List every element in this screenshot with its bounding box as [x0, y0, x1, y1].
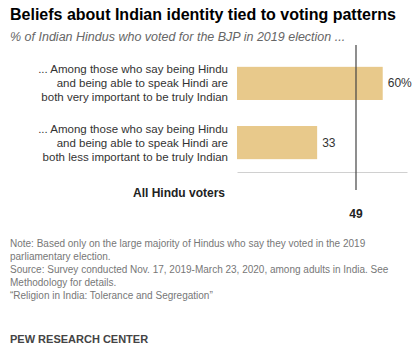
category-label: ... Among those who say being Hindu and b… [38, 63, 228, 103]
data-label: 33 [322, 136, 336, 150]
text-line: and being able to speak Hindi are [57, 77, 228, 89]
chart: Beliefs about Indian identity tied to vo… [0, 0, 420, 355]
axis-line [238, 172, 408, 173]
text-line: “Religion in India: Tolerance and Segreg… [10, 290, 213, 301]
category-label: ... Among those who say being Hindu and b… [38, 123, 228, 163]
text-line: and being able to speak Hindi are [57, 137, 228, 149]
text-line: Note: Based only on the large majority o… [10, 238, 366, 249]
text-line: Methodology for details. [10, 277, 116, 288]
data-labels: 60% 33 [322, 76, 412, 149]
bar [237, 126, 317, 159]
note: Source: Survey conducted Nov. 17, 2019-M… [10, 264, 389, 288]
data-label: 60% [388, 76, 412, 90]
text-line: ... Among those who say being Hindu [38, 63, 228, 75]
text-line: Source: Survey conducted Nov. 17, 2019-M… [10, 264, 389, 275]
tick: ... Among those who say being Hindu and b… [38, 63, 237, 103]
credit: PEW RESEARCH CENTER [10, 333, 148, 345]
reference-value: 49 [349, 207, 363, 221]
bar [237, 67, 383, 100]
bars [237, 67, 383, 159]
note: “Religion in India: Tolerance and Segreg… [10, 290, 213, 301]
reference-line [355, 45, 356, 190]
note: Note: Based only on the large majority o… [10, 238, 366, 262]
text-line: parliamentary election. [10, 251, 111, 262]
x-axis [238, 172, 408, 173]
text-line: both very important to be truly Indian [41, 91, 228, 103]
text-line: both less important to be truly Indian [43, 151, 228, 163]
subtitle: % of Indian Hindus who voted for the BJP… [10, 30, 345, 44]
y-axis: ... Among those who say being Hindu and b… [38, 63, 237, 162]
title: Beliefs about Indian identity tied to vo… [10, 6, 396, 23]
tick: ... Among those who say being Hindu and b… [38, 123, 237, 163]
reference-label: All Hindu voters [133, 186, 225, 200]
text-line: ... Among those who say being Hindu [38, 123, 228, 135]
